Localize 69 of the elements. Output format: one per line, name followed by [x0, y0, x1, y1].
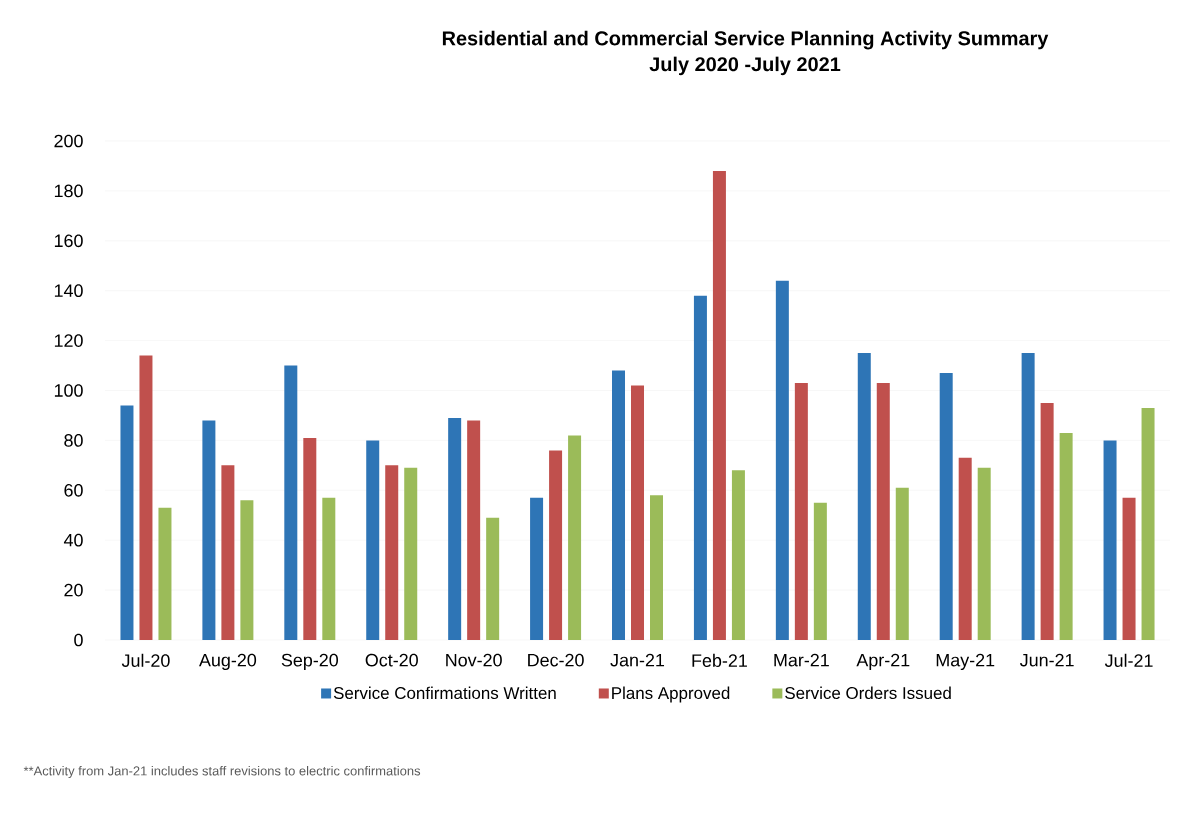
bar [612, 370, 625, 640]
x-tick-label: Jun-21 [1019, 653, 1074, 667]
y-tick-label: 0 [74, 633, 83, 647]
x-tick-label: Jul-20 [121, 653, 170, 667]
bar [631, 385, 644, 640]
x-tick-label: Nov-20 [446, 653, 502, 667]
bar [895, 487, 909, 640]
y-tick-label: 80 [64, 434, 83, 447]
bar [650, 495, 663, 640]
bar [693, 295, 707, 640]
bar [221, 465, 235, 640]
bar [794, 383, 808, 640]
x-tick-label: Oct-20 [365, 653, 418, 667]
bar [120, 405, 134, 640]
bar [404, 467, 418, 640]
bar [486, 517, 500, 640]
y-tick-label: 200 [54, 134, 83, 148]
x-tick-label: Sep-20 [281, 653, 339, 671]
bar [240, 500, 254, 640]
y-tick-label: 20 [64, 583, 83, 597]
bar [775, 280, 789, 640]
chart-subtitle: July 2020 -July 2021 [649, 56, 841, 76]
bar [977, 467, 991, 640]
bar [857, 353, 871, 640]
bar [530, 497, 544, 640]
bar [876, 383, 890, 640]
x-tick-label: Dec-20 [528, 653, 584, 667]
text: **Activity from Jan-21 includes staff revisions to electric confirmations [23, 765, 421, 779]
x-tick-label: May-21 [936, 653, 995, 671]
bar [1040, 402, 1054, 640]
bar [1103, 440, 1117, 640]
bar [322, 497, 336, 640]
bar [731, 470, 745, 640]
bar [813, 502, 827, 640]
x-tick-label: Aug-20 [199, 653, 257, 671]
bar [385, 465, 399, 640]
bar [467, 420, 481, 640]
bar [549, 450, 563, 640]
x-tick-label: Jul-21 [1104, 653, 1153, 667]
bar [1059, 432, 1073, 640]
bar [712, 170, 726, 640]
bar [158, 507, 172, 640]
y-tick-label: 100 [54, 384, 83, 397]
y-tick-label: 160 [54, 234, 83, 248]
x-tick-label: Feb-21 [692, 653, 747, 667]
bar [1021, 353, 1035, 640]
bar [284, 365, 298, 640]
bar [202, 420, 216, 640]
legend-label: Service Confirmations Written [333, 686, 556, 700]
y-tick-label: 40 [63, 533, 83, 547]
bar [139, 355, 153, 640]
bar [958, 457, 972, 640]
chart-title: Residential and Commercial Service Planning Activity Summary [442, 30, 1049, 50]
bar [939, 373, 953, 640]
bar [366, 440, 380, 640]
legend-label: Service Orders Issued [785, 686, 951, 700]
x-tick-label: Jan-21 [610, 653, 665, 667]
y-tick-label: 60 [64, 483, 83, 497]
bar [1141, 407, 1155, 640]
legend-label: Plans Approved [612, 686, 730, 703]
bar [1122, 497, 1136, 640]
bar [448, 417, 462, 640]
x-tick-label: Mar-21 [774, 653, 829, 667]
bar [568, 435, 582, 640]
y-tick-label: 180 [54, 184, 83, 198]
y-tick-label: 120 [54, 334, 83, 347]
x-tick-label: Apr-21 [856, 653, 910, 671]
bar [303, 437, 317, 640]
y-tick-label: 140 [54, 284, 83, 298]
